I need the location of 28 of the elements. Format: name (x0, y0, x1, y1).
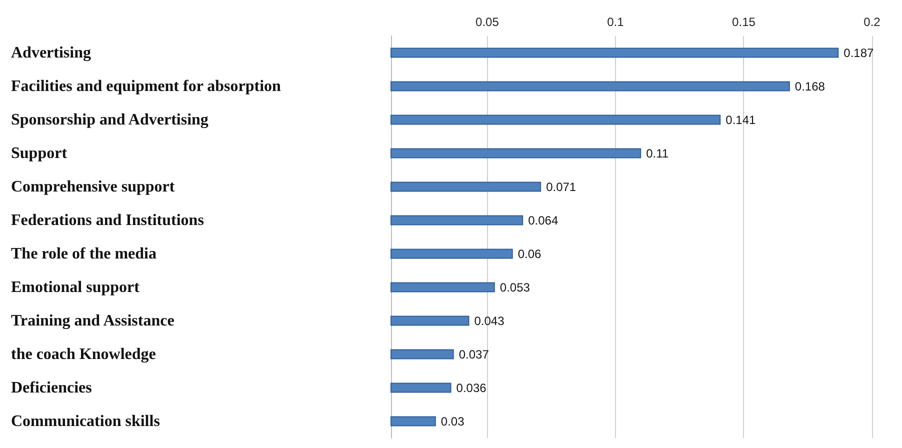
y-tick-label: Advertising (11, 44, 91, 62)
data-label: 0.187 (844, 46, 874, 60)
data-label: 0.053 (500, 280, 530, 294)
y-tick-label: The role of the media (11, 245, 156, 262)
x-tick-label: 0.15 (732, 15, 756, 29)
y-tick-label: Communication skills (11, 412, 160, 430)
y-tick-label: Training and Assistance (11, 312, 174, 330)
data-label: 0.168 (794, 79, 826, 94)
data-label: 0.141 (726, 112, 756, 127)
data-label: 0.037 (458, 347, 490, 362)
x-tick-label: 0.2 (864, 15, 881, 29)
data-label: 0.11 (646, 146, 669, 160)
data-label: 0.03 (440, 414, 465, 428)
x-tick-label: 0.1 (607, 15, 624, 29)
data-label: 0.036 (456, 380, 487, 395)
y-tick-label: the coach Knowledge (11, 346, 156, 363)
data-label: 0.064 (528, 213, 558, 228)
y-tick-label: Support (11, 144, 68, 162)
y-tick-label: Sponsorship and Advertising (11, 111, 208, 128)
x-tick-label: 0.05 (476, 15, 500, 29)
data-label: 0.043 (474, 314, 505, 328)
y-tick-label: Federations and Institutions (11, 212, 204, 229)
data-label: 0.06 (518, 246, 542, 261)
y-tick-label: Comprehensive support (11, 178, 176, 196)
y-tick-label: Facilities and equipment for absorption (11, 78, 282, 95)
y-tick-label: Emotional support (11, 278, 140, 296)
data-label: 0.071 (546, 180, 576, 194)
y-tick-label: Deficiencies (11, 379, 92, 396)
